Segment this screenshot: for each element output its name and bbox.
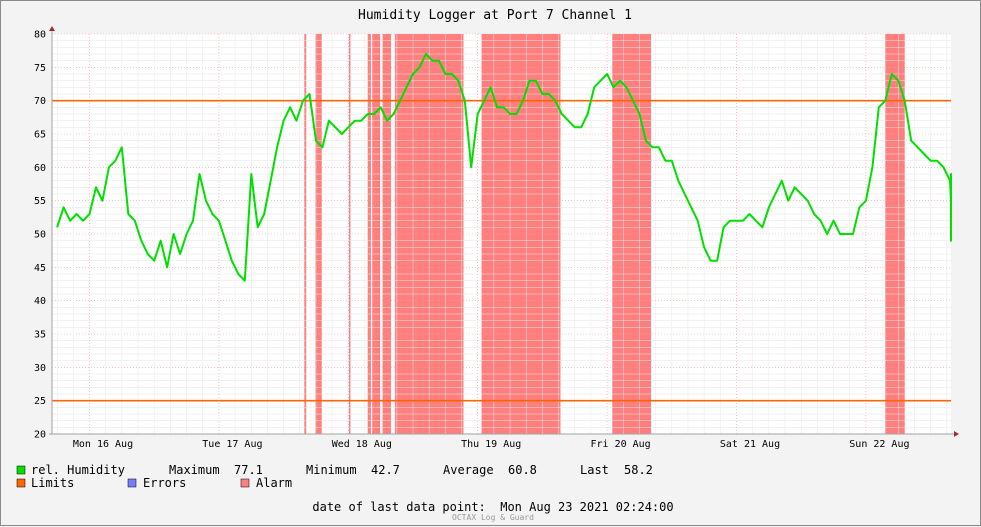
y-axis-arrow [49, 26, 55, 31]
y-tick-labels: 20 25 30 35 40 45 50 55 60 65 70 75 80 [34, 30, 46, 441]
x-axis-arrow [954, 431, 959, 437]
alarm-band-3 [367, 34, 371, 434]
legend-swatch-errors [127, 478, 137, 488]
series-group [56, 53, 952, 282]
chart-title: Humidity Logger at Port 7 Channel 1 [358, 8, 632, 23]
legend-label-limits: Limits [31, 476, 74, 490]
legend-label-errors: Errors [143, 476, 186, 490]
y-tick-label-80: 80 [34, 30, 46, 41]
alarm-band-1 [315, 34, 322, 434]
stat-last-value: 58.2 [624, 463, 653, 477]
axes [49, 26, 959, 437]
y-tick-label-70: 70 [34, 96, 46, 107]
x-tick-label-5: Sat 21 Aug [720, 439, 780, 450]
y-tick-label-35: 35 [34, 330, 46, 341]
x-tick-label-3: Thu 19 Aug [461, 439, 521, 450]
legend-swatch-limits [16, 478, 26, 488]
stat-maximum-value: 77.1 [234, 463, 263, 477]
y-tick-label-65: 65 [34, 130, 46, 141]
stat-average-label: Average [443, 463, 494, 477]
y-tick-label-60: 60 [34, 163, 46, 174]
stat-average-value: 60.8 [508, 463, 537, 477]
y-tick-label-30: 30 [34, 363, 46, 374]
x-tick-label-0: Mon 16 Aug [73, 439, 133, 450]
y-tick-label-20: 20 [34, 430, 46, 441]
series-line-humidity [56, 53, 952, 282]
legend: rel. Humidity Maximum 77.1 Minimum 42.7 … [16, 463, 653, 490]
y-tick-label-75: 75 [34, 63, 46, 74]
legend-label-humidity: rel. Humidity [31, 463, 125, 477]
x-tick-label-2: Wed 18 Aug [332, 439, 392, 450]
y-tick-label-55: 55 [34, 196, 46, 207]
stat-minimum-label: Minimum [306, 463, 357, 477]
stat-maximum-label: Maximum [169, 463, 220, 477]
y-tick-label-50: 50 [34, 230, 46, 241]
x-tick-label-6: Sun 22 Aug [849, 439, 909, 450]
x-tick-labels: Mon 16 Aug Tue 17 Aug Wed 18 Aug Thu 19 Aug… [73, 439, 910, 450]
y-tick-label-25: 25 [34, 396, 46, 407]
legend-label-alarm: Alarm [256, 476, 292, 490]
legend-swatch-humidity [16, 465, 26, 475]
legend-swatch-alarm [240, 478, 250, 488]
x-tick-label-1: Tue 17 Aug [202, 439, 262, 450]
x-tick-label-4: Fri 20 Aug [590, 439, 650, 450]
alarm-band-5 [382, 34, 392, 434]
last-data-point-text: date of last data point: Mon Aug 23 2021… [312, 500, 673, 514]
limit-lines [52, 99, 951, 402]
alarm-band-0 [304, 34, 307, 434]
stat-last-label: Last [580, 463, 609, 477]
y-tick-label-40: 40 [34, 296, 46, 307]
stat-minimum-value: 42.7 [371, 463, 400, 477]
y-tick-label-45: 45 [34, 263, 46, 274]
watermark-text: OCTAX Log & Guard [452, 513, 534, 522]
